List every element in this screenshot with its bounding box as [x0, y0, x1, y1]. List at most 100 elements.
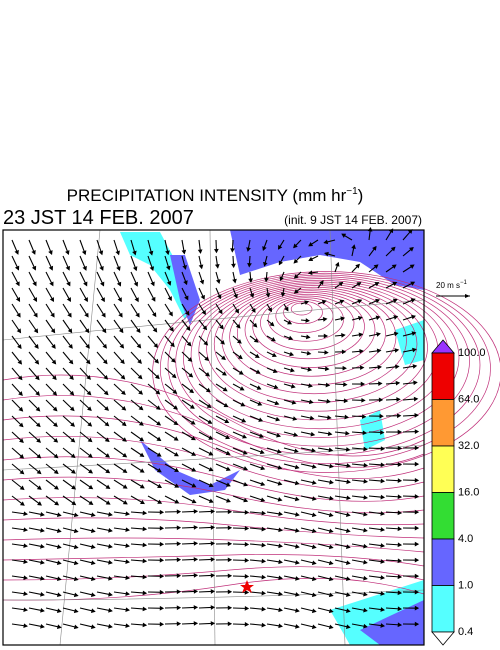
wind-arrowhead: [174, 467, 180, 472]
wind-arrowhead: [328, 447, 334, 453]
wind-arrowhead: [149, 266, 155, 272]
wind-arrowhead: [71, 500, 77, 506]
wind-arrowhead: [16, 312, 21, 318]
wind-arrowhead: [359, 348, 364, 354]
location-star: [240, 580, 254, 593]
wind-arrowhead: [254, 353, 260, 358]
contour: [183, 278, 460, 438]
wind-arrowhead: [14, 249, 19, 255]
wind-arrowhead: [311, 512, 317, 518]
wind-arrowhead: [235, 323, 241, 329]
wind-arrowhead: [242, 434, 247, 439]
wind-arrowhead: [73, 624, 79, 630]
wind-arrowhead: [17, 375, 23, 381]
wind-arrowhead: [202, 325, 208, 331]
wind-arrowhead: [151, 312, 157, 318]
wind-arrowhead: [71, 485, 77, 490]
wind-arrowhead: [263, 261, 268, 267]
wind-arrowhead: [56, 512, 62, 518]
wind-arrowhead: [108, 527, 113, 533]
wind-arrowhead: [344, 414, 350, 420]
wind-arrowhead: [210, 621, 216, 626]
wind-arrowhead: [19, 438, 24, 443]
wind-arrowhead: [83, 297, 88, 303]
wind-arrowhead: [311, 592, 317, 598]
wind-arrowhead: [246, 247, 251, 252]
wind-arrowhead: [18, 391, 23, 396]
wind-arrowhead: [90, 576, 96, 582]
wind-arrowhead: [345, 560, 351, 565]
wind-arrowhead: [88, 500, 94, 505]
wind-arrowhead: [396, 397, 401, 402]
wind-arrowhead: [345, 447, 351, 452]
wind-arrowhead: [184, 295, 189, 301]
wind-arrowhead: [397, 462, 403, 467]
wind-arrowhead: [100, 297, 105, 303]
wind-arrowhead: [397, 526, 403, 532]
wind-arrowhead: [261, 510, 267, 516]
contour: [206, 283, 428, 412]
wind-arrowhead: [174, 483, 180, 488]
wind-arrowhead: [215, 279, 221, 284]
wind-arrowhead: [261, 526, 267, 532]
wind-arrowhead: [357, 299, 363, 304]
contour: [159, 272, 491, 465]
wind-arrowhead: [311, 576, 317, 582]
colorbar-label: 100.0: [458, 347, 486, 359]
wind-arrowhead: [53, 422, 58, 427]
wind-arrowhead: [328, 592, 334, 598]
colorbar-label: 64.0: [458, 393, 479, 405]
wind-arrowhead: [125, 543, 130, 549]
wind-arrowhead: [276, 449, 282, 454]
wind-arrowhead: [90, 560, 96, 566]
wind-arrowhead: [393, 331, 399, 337]
wind-arrowhead: [380, 462, 386, 468]
wind-arrowhead: [397, 590, 403, 596]
wind-arrowhead: [31, 265, 37, 271]
wind-arrowhead: [98, 250, 104, 256]
wind-arrowhead: [280, 292, 286, 298]
wind-arrowhead: [176, 525, 182, 531]
wind-arrowhead: [52, 375, 57, 381]
wind-arrowhead: [227, 621, 233, 627]
wind-arrowhead: [87, 406, 92, 412]
wind-arrowhead: [56, 576, 62, 582]
wind-arrowhead: [90, 544, 96, 550]
wind-arrowhead: [363, 623, 368, 629]
wind-arrowhead: [101, 328, 107, 334]
wind-arrowhead: [379, 413, 384, 419]
contour: [2, 374, 425, 457]
wind-arrowhead: [414, 509, 420, 515]
wind-arrowhead: [236, 339, 242, 344]
wind-arrowhead: [207, 419, 213, 424]
wind-arrowhead: [32, 281, 37, 287]
contour: [229, 288, 397, 386]
precip-area: [360, 600, 424, 645]
scale-label: 20 m s−1: [436, 280, 468, 290]
wind-arrowhead: [341, 233, 347, 238]
contour: [2, 554, 425, 567]
wind-arrowhead: [159, 589, 165, 595]
wind-arrowhead: [193, 605, 199, 610]
wind-arrowhead: [36, 469, 42, 475]
wind-arrowhead: [311, 448, 317, 453]
wind-arrowhead: [311, 560, 317, 566]
wind-arrowhead: [173, 436, 179, 441]
wind-arrowhead: [243, 497, 249, 503]
wind-arrowhead: [176, 621, 182, 627]
wind-arrowhead: [108, 591, 113, 597]
wind-arrowhead: [244, 510, 250, 515]
colorbar-label: 4.0: [458, 533, 473, 545]
contour: [252, 293, 365, 360]
wind-arrowhead: [345, 430, 350, 436]
wind-arrowhead: [261, 590, 267, 596]
wind-arrowhead: [148, 250, 154, 256]
title: PRECIPITATION INTENSITY (mm hr−1): [67, 186, 364, 205]
wind-arrowhead: [312, 480, 317, 485]
wind-arrowhead: [19, 469, 25, 475]
wind-arrowhead: [176, 589, 182, 595]
wind-arrowhead: [242, 450, 248, 455]
wind-arrowhead: [121, 405, 127, 411]
wind-arrowhead: [203, 340, 209, 346]
wind-arrowhead: [56, 544, 62, 550]
